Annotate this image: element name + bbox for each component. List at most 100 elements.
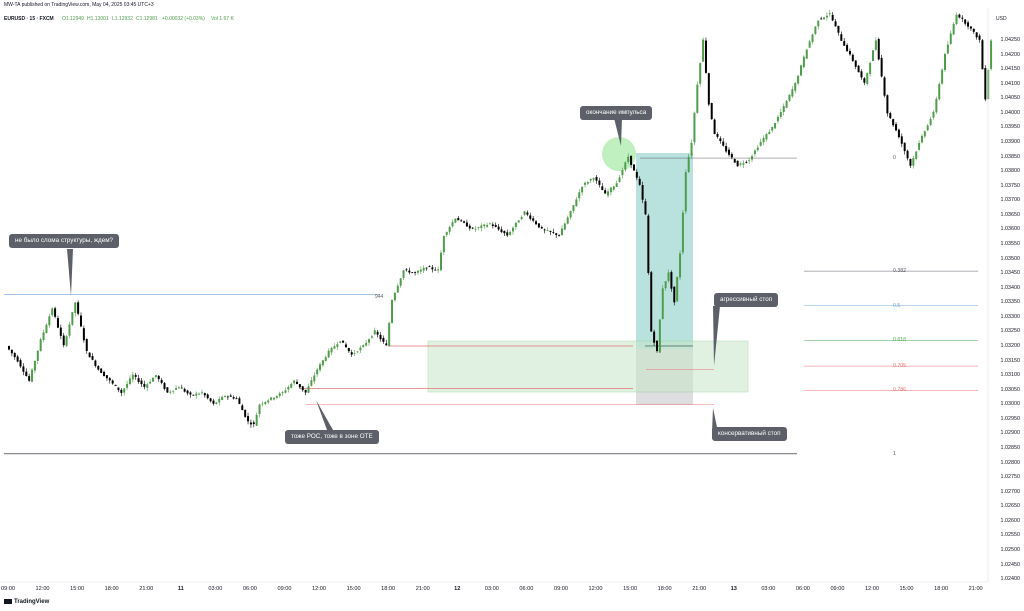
candle-up (869, 62, 872, 74)
candle-up (330, 347, 333, 353)
candle-up (687, 156, 690, 173)
x-tick-label: 21:00 (968, 586, 983, 592)
candle-down (428, 266, 431, 268)
candle-up (607, 191, 610, 196)
candle-up (215, 402, 218, 405)
candle-down (62, 335, 65, 346)
x-tick-label: 12:00 (865, 586, 879, 592)
symbol-label[interactable]: EURUSD · 15 · FXCM (4, 16, 54, 22)
candle-down (967, 22, 970, 27)
candle-down (212, 400, 215, 404)
candle-up (676, 276, 679, 302)
candle-down (710, 103, 713, 120)
candle-down (379, 334, 382, 340)
candle-up (477, 227, 480, 228)
candle-down (350, 352, 353, 355)
y-tick-label: 1.02400 (1000, 576, 1021, 583)
x-tick-label: 03:00 (484, 586, 499, 592)
candle-up (307, 386, 310, 393)
candle-up (578, 192, 581, 199)
candle-down (192, 394, 195, 396)
volume-label: Vol 1.67 K (211, 16, 234, 22)
y-tick-label: 1.02450 (1000, 561, 1021, 568)
candle-down (342, 340, 345, 343)
candle-down (94, 360, 97, 366)
candle-up (661, 288, 664, 320)
candle-up (33, 360, 36, 371)
candle-down (854, 60, 857, 67)
candle-up (267, 400, 270, 403)
candle-down (673, 286, 676, 303)
candle-up (935, 98, 938, 113)
candle-down (425, 267, 428, 269)
candle-up (402, 270, 405, 278)
poc-callout[interactable]: тоже POC, тоже в зоне OTE (285, 430, 379, 444)
y-tick-label: 1.04000 (1000, 109, 1021, 116)
candle-up (774, 123, 777, 129)
candle-up (566, 217, 569, 224)
y-tick-label: 1.03100 (1000, 372, 1021, 379)
candle-up (336, 344, 339, 347)
candle-down (552, 231, 555, 233)
candle-up (546, 230, 549, 232)
ote-zone (427, 340, 749, 393)
level-944-label: 944 (375, 294, 384, 300)
candle-down (964, 19, 967, 24)
candle-down (471, 227, 474, 229)
candle-up (359, 347, 362, 351)
structure-callout[interactable]: не было слома структуры, ждем? (9, 234, 120, 248)
tradingview-logo[interactable]: TradingView (4, 599, 49, 605)
fib-label: 0.382 (893, 268, 906, 275)
y-tick-label: 1.03300 (1000, 313, 1021, 320)
conservative-stop-callout[interactable]: консервативный стоп (712, 427, 787, 441)
candle-down (984, 68, 987, 100)
candle-up (742, 163, 745, 165)
candle-up (955, 14, 958, 24)
candle-down (704, 40, 707, 73)
candle-up (399, 278, 402, 286)
candle-down (10, 349, 13, 354)
candle-down (77, 302, 80, 314)
candle-down (877, 39, 880, 60)
x-tick-label: 21:00 (139, 586, 154, 592)
x-tick-label: 18:00 (104, 586, 119, 592)
aggressive-stop-callout[interactable]: агрессивный стоп (714, 293, 779, 307)
y-tick-label: 1.04200 (1000, 51, 1021, 58)
candle-down (235, 398, 238, 400)
candle-up (416, 270, 419, 273)
candle-down (247, 416, 250, 422)
candle-down (716, 134, 719, 137)
candle-down (851, 54, 854, 61)
y-tick-label: 1.03350 (1000, 299, 1021, 306)
candle-up (944, 53, 946, 71)
candle-up (255, 414, 258, 426)
candle-down (13, 353, 16, 358)
candle-up (938, 83, 941, 100)
candle-up (817, 20, 820, 27)
candle-down (535, 221, 538, 225)
candle-up (198, 393, 201, 395)
candle-down (728, 149, 730, 155)
candle-up (152, 377, 154, 382)
fib-label: 0.5 (893, 302, 901, 309)
candle-up (373, 330, 376, 335)
candle-down (296, 381, 298, 384)
candle-up (333, 346, 336, 349)
candle-up (177, 387, 180, 389)
candle-up (664, 281, 667, 289)
candle-down (465, 222, 468, 227)
candle-up (872, 50, 874, 62)
candle-up (293, 380, 296, 384)
candle-down (601, 186, 604, 191)
candle-up (811, 34, 814, 43)
candle-up (791, 89, 794, 97)
candle-up (365, 342, 368, 346)
candle-up (480, 225, 483, 229)
impulse-end-callout[interactable]: окончание импульса (580, 106, 653, 120)
candle-down (108, 378, 111, 381)
candle-up (275, 395, 278, 398)
candle-up (169, 391, 172, 393)
y-tick-label: 1.02750 (1000, 474, 1021, 481)
candle-up (270, 397, 273, 400)
